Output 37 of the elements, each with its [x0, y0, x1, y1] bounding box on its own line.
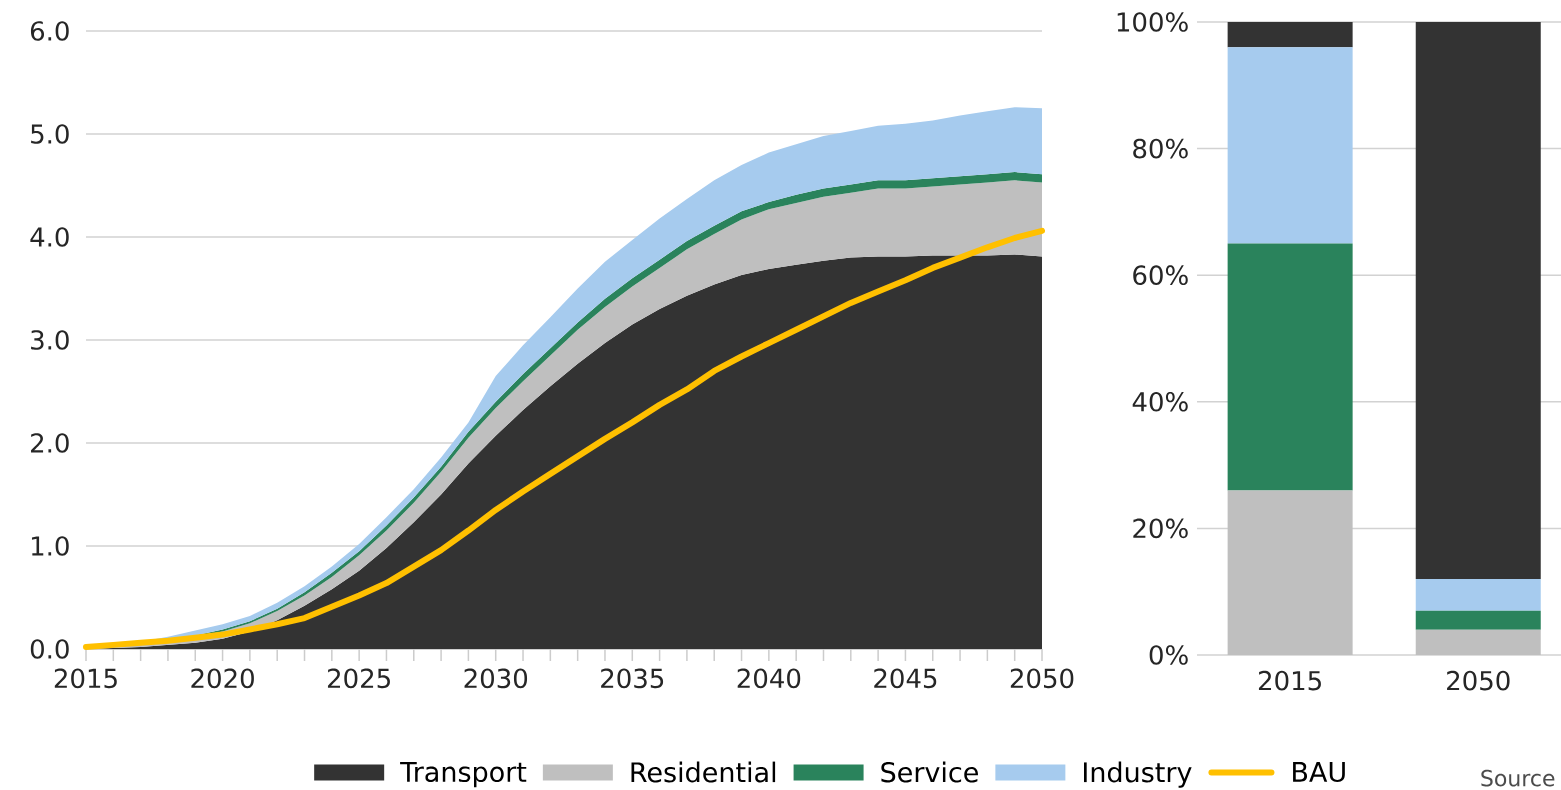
bar — [1227, 243, 1353, 491]
legend-label: BAU — [1293, 762, 1345, 783]
legend-label: Transport — [400, 762, 527, 788]
y-tick-label: 0% — [1149, 645, 1188, 665]
y-tick-label: 20% — [1133, 518, 1188, 539]
text: Source — [1481, 769, 1555, 787]
y-tick-label: 60% — [1133, 265, 1188, 286]
y-tick-label: 1.0 — [31, 536, 69, 556]
legend-label: Industry — [1084, 761, 1192, 788]
y-tick-label: 6.0 — [30, 21, 69, 41]
legend-label: Service — [881, 761, 978, 783]
bar — [1415, 610, 1541, 630]
bar — [1415, 21, 1541, 580]
y-tick-label: 100% — [1117, 12, 1188, 32]
x-tick-label: 2040 — [737, 668, 801, 689]
bar — [1227, 47, 1353, 244]
x-tick-label: 2025 — [327, 668, 390, 689]
x-tick-label: 2015 — [1258, 670, 1321, 691]
y-tick-label: 2.0 — [31, 433, 69, 453]
bar — [1415, 629, 1541, 655]
x-tick-label: 2020 — [191, 668, 254, 689]
x-tick-label: 2045 — [874, 668, 937, 689]
y-tick-label: 0.0 — [30, 639, 69, 659]
x-tick-label: 2050 — [1010, 668, 1074, 689]
y-tick-label: 40% — [1132, 391, 1188, 412]
x-tick-label: 2015 — [54, 668, 117, 689]
x-tick-label: 2035 — [601, 668, 664, 689]
y-tick-label: 4.0 — [30, 227, 69, 247]
y-tick-label: 5.0 — [31, 124, 69, 144]
bar — [1415, 579, 1541, 611]
bar — [1227, 21, 1353, 48]
y-tick-label: 80% — [1133, 138, 1188, 159]
y-tick-label: 3.0 — [31, 330, 69, 350]
x-tick-label: 2030 — [464, 668, 528, 689]
x-tick-label: 2050 — [1447, 670, 1510, 691]
legend-label: Residential — [631, 761, 776, 783]
bar — [1227, 490, 1353, 655]
